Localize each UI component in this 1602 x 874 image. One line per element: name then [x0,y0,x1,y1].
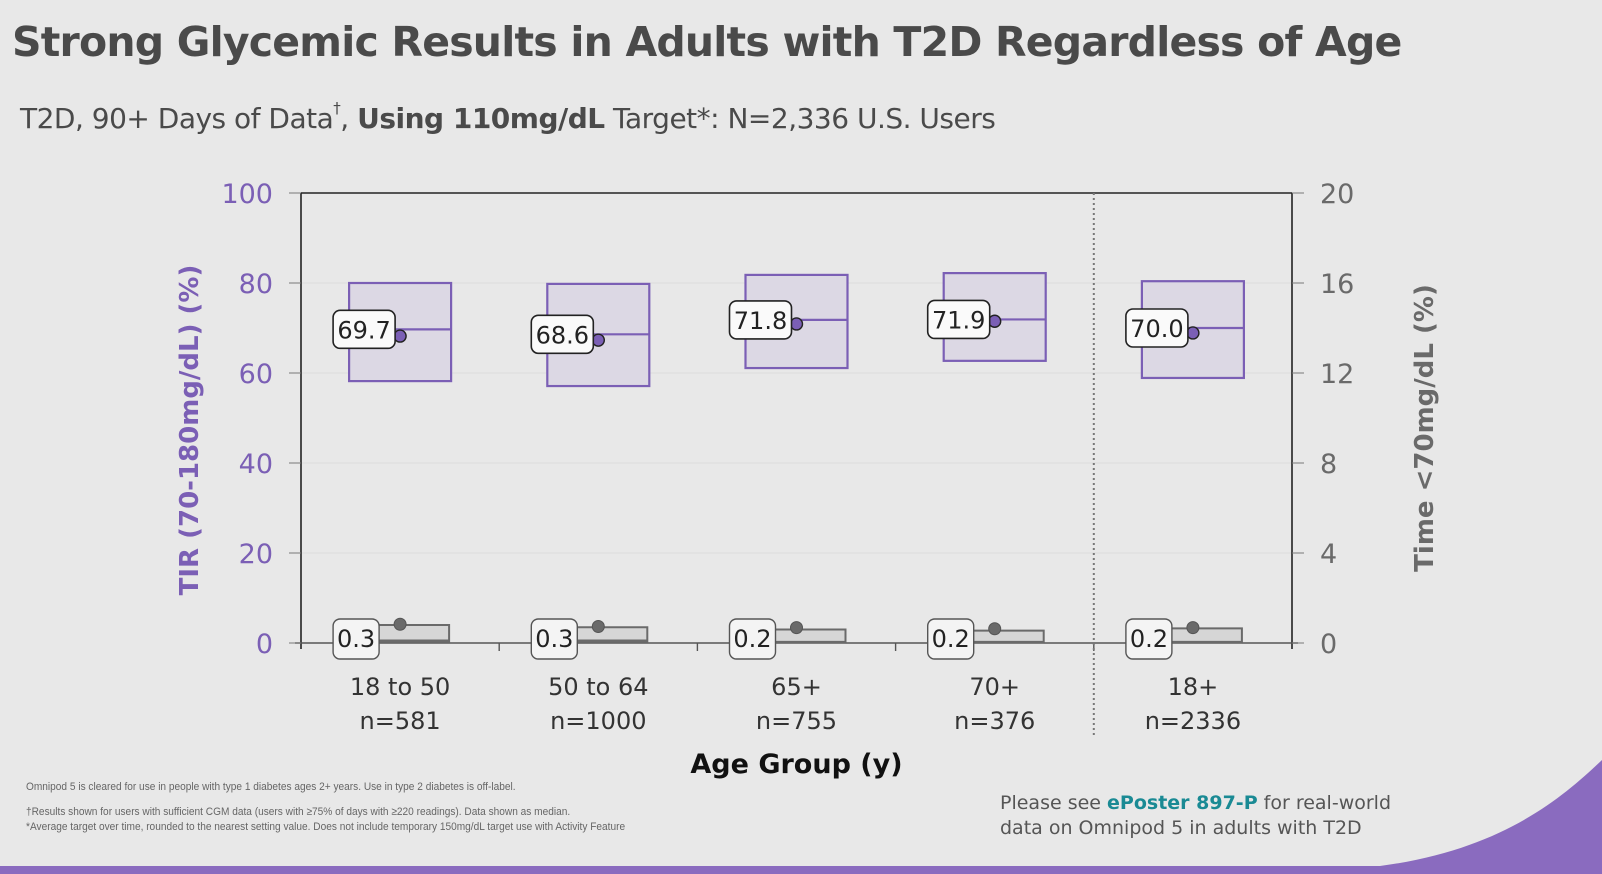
left-tick-label: 80 [239,269,273,300]
subtitle-part1: T2D, 90+ Days of Data [20,102,334,135]
slide-subtitle: T2D, 90+ Days of Data†, Using 110mg/dL T… [20,99,996,135]
tir-median-label-box [530,314,595,355]
subtitle-bold: Using 110mg/dL [357,102,605,135]
left-tick-label: 20 [239,539,273,570]
tbr-mean-marker [988,622,1002,636]
right-tick-label: 20 [1320,179,1354,210]
subtitle-dagger: † [333,99,341,117]
tbr-median-label: 0.3 [337,625,375,653]
tir-median-label: 71.8 [734,307,787,335]
tir-median-label-box [728,300,793,340]
x-axis-label: Age Group (y) [690,749,902,780]
tir-median-label: 69.7 [337,316,390,344]
right-tick-label: 12 [1320,359,1354,390]
tir-median-label: 70.0 [1130,315,1183,343]
tir-median-label: 71.9 [932,306,985,334]
right-tick-label: 8 [1320,449,1337,480]
tir-median-label: 68.6 [536,321,589,349]
tbr-median-label: 0.2 [932,625,970,653]
bottom-brand-bar [0,866,1602,874]
category-label: 70+ [969,673,1020,701]
tbr-median-label: 0.2 [1130,625,1168,653]
tbr-median-label-box [927,618,975,660]
eposter-line2: data on Omnipod 5 in adults with T2D [1000,817,1362,839]
subtitle-part3: Target*: N=2,336 U.S. Users [604,102,996,135]
left-tick-label: 40 [239,449,273,480]
category-n-label: n=1000 [550,707,646,735]
category-n-label: n=755 [756,707,837,735]
category-label: 50 to 64 [548,673,648,701]
right-tick-label: 16 [1320,269,1354,300]
eposter-suffix: for real-world [1257,792,1392,814]
footnote-dagger: †Results shown for users with sufficient… [26,806,571,818]
tbr-mean-marker [790,621,803,635]
eposter-note: Please see ePoster 897-P for real-world … [1000,791,1391,841]
tir-median-label-box [926,299,991,340]
left-axis-label: TIR (70-180mg/dL) (%) [175,265,205,596]
tbr-mean-marker [591,620,605,633]
tbr-median-label: 0.2 [733,625,771,653]
tbr-median-label-box [728,618,777,660]
tbr-median-label-box [1125,618,1173,660]
left-tick-label: 100 [221,179,273,210]
tir-mean-marker [1186,326,1200,340]
slide-title: Strong Glycemic Results in Adults with T… [12,18,1402,66]
left-tick-label: 0 [256,629,273,660]
category-n-label: n=2336 [1145,707,1241,735]
tbr-median-label-box [530,618,578,660]
tbr-median-label-box [332,618,380,660]
left-tick-label: 60 [239,359,273,390]
eposter-link[interactable]: ePoster 897-P [1107,792,1258,814]
footnote-offlabel: Omnipod 5 is cleared for use in people w… [26,781,516,793]
category-label: 18+ [1168,673,1219,701]
tbr-mean-marker [393,617,407,631]
subtitle-part2: , [340,102,358,135]
right-tick-label: 4 [1320,539,1337,570]
tir-median-label-box [1125,308,1189,348]
footnotes: Omnipod 5 is cleared for use in people w… [26,780,625,835]
tbr-median-label: 0.3 [535,625,573,653]
category-label: 18 to 50 [350,673,450,701]
category-label: 65+ [771,673,822,701]
tbr-mean-marker [1186,621,1200,635]
eposter-prefix: Please see [1000,792,1108,814]
category-n-label: n=581 [360,707,441,735]
right-axis-label: Time <70mg/dL (%) [1410,284,1440,572]
right-tick-label: 0 [1320,629,1337,660]
tir-median-label-box [332,309,396,350]
footnote-asterisk: *Average target over time, rounded to th… [26,821,626,833]
category-n-label: n=376 [954,707,1035,735]
